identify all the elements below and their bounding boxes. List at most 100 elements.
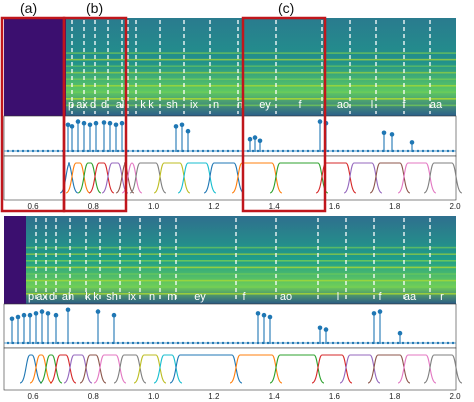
posterior-curve: [63, 354, 93, 384]
posterior-curve: [88, 162, 115, 194]
stem-marker: [33, 311, 39, 316]
x-tick-label: 2.0: [449, 392, 461, 401]
phone-label: r: [440, 291, 444, 303]
harmonic-band: [66, 78, 456, 81]
stem-marker: [185, 128, 191, 134]
harmonic-band: [66, 84, 456, 87]
posterior-curve: [397, 354, 437, 384]
harmonic-band: [26, 246, 456, 249]
top-spectrogram-background: [4, 18, 456, 116]
harmonic-band: [66, 65, 456, 67]
stem-marker: [247, 136, 253, 142]
stem-marker: [119, 120, 125, 126]
phone-label: f: [298, 99, 302, 111]
x-tick-label: 1.0: [148, 392, 160, 401]
posterior-curve: [269, 354, 325, 384]
top-stem-plot: [4, 119, 456, 153]
x-tick-label: 1.4: [269, 392, 281, 401]
bottom-stem-plot: [4, 307, 456, 345]
phone-label: p: [28, 291, 34, 303]
posterior-curve: [19, 354, 43, 384]
harmonic-band: [26, 266, 456, 269]
posterior-curve: [77, 162, 102, 194]
stem-marker: [257, 138, 263, 144]
x-tick-label: 2.0: [449, 202, 461, 211]
posterior-curve: [133, 354, 167, 384]
posterior-curve: [39, 354, 63, 384]
harmonic-band: [66, 104, 456, 107]
stem-marker: [173, 124, 179, 129]
posterior-curve: [367, 354, 411, 384]
x-tick-label: 1.2: [208, 202, 220, 211]
harmonic-band: [26, 273, 456, 275]
phone-label: k: [140, 99, 146, 111]
stem-marker: [81, 120, 87, 126]
stem-marker: [317, 119, 323, 124]
highlight-box-c: [241, 16, 327, 213]
bottom-stem-panel: [3, 303, 457, 349]
phone-label: d: [101, 99, 107, 111]
stem-marker: [87, 122, 93, 128]
stem-marker: [9, 316, 15, 322]
x-tick-label: 0.6: [27, 392, 39, 401]
harmonic-band: [26, 253, 456, 255]
stem-marker: [111, 312, 117, 318]
stem-marker: [113, 122, 119, 128]
posterior-curve: [153, 354, 183, 384]
phone-label: sh: [106, 291, 118, 303]
x-tick-label: 1.2: [208, 392, 220, 401]
stem-marker: [21, 312, 27, 318]
phone-label: k: [85, 291, 91, 303]
harmonic-band: [66, 71, 456, 74]
stem-marker: [323, 327, 329, 332]
stem-marker: [389, 132, 395, 137]
posterior-curve: [29, 354, 53, 384]
phone-label: sh: [166, 99, 178, 111]
stem-marker: [267, 314, 273, 320]
stem-marker: [255, 311, 261, 316]
posterior-curve: [315, 162, 357, 194]
top-spectrogram-silence: [4, 18, 66, 116]
posterior-curve: [79, 354, 107, 384]
top-figure: p ax d d al k k sh ix n n ey f ao l f aa 0.6 0.8 1.0 1.2 1.4…: [3, 18, 463, 211]
bottom-segment-boundaries: [35, 218, 431, 302]
phone-label: k: [148, 99, 154, 111]
panel-label-b: (b): [86, 0, 103, 16]
phone-label: ey: [194, 291, 206, 303]
posterior-curve: [153, 162, 191, 194]
stem-marker: [409, 140, 415, 145]
harmonic-band: [26, 260, 456, 262]
posterior-curve: [397, 162, 437, 194]
stem-marker: [371, 311, 377, 316]
posterior-curve: [339, 354, 381, 384]
stem-marker: [65, 122, 71, 128]
phone-label: ey: [259, 99, 271, 111]
top-posterior-curves: [59, 162, 463, 194]
posterior-curve: [177, 162, 217, 194]
x-tick-label: 1.8: [389, 202, 401, 211]
stem-marker: [252, 135, 258, 140]
phone-label: p: [68, 99, 74, 111]
stem-marker: [101, 120, 107, 125]
phone-label: d: [90, 99, 96, 111]
stem-marker: [377, 309, 383, 314]
top-spectrogram-harmonics: [66, 52, 456, 107]
harmonic-band: [26, 293, 456, 295]
stem-marker: [93, 120, 99, 126]
posterior-curve: [311, 354, 353, 384]
phone-label: ax: [36, 291, 48, 303]
stem-marker: [15, 314, 21, 320]
phone-label: ah: [62, 291, 74, 303]
phone-label: ao: [280, 291, 292, 303]
phone-label: f: [402, 99, 406, 111]
bottom-spectrogram-silence: [4, 216, 26, 304]
phone-label: ix: [128, 291, 136, 303]
posterior-curve: [231, 162, 283, 194]
bottom-x-axis: 0.6 0.8 1.0 1.2 1.4 1.6 1.8 2.0: [27, 392, 461, 401]
harmonic-band: [66, 91, 456, 94]
highlight-box-b: [62, 16, 128, 213]
stem-marker: [317, 325, 323, 331]
bottom-phone-labels: p ax d ah k k sh ix n m ey f ao l f aa r: [28, 291, 444, 303]
bottom-spectrogram: p ax d ah k k sh ix n m ey f ao l f aa r: [4, 216, 456, 304]
phone-label: ix: [190, 99, 198, 111]
